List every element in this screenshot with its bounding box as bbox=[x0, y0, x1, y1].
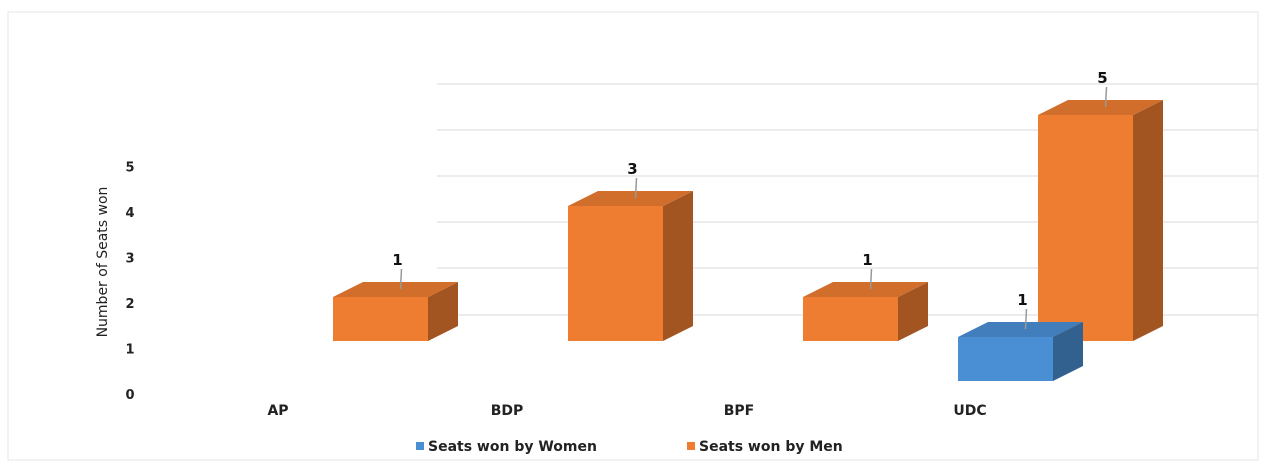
bar-men-UDC bbox=[1038, 100, 1163, 341]
y-tick-label: 2 bbox=[125, 297, 134, 312]
y-tick-label: 1 bbox=[125, 343, 134, 358]
y-tick-label: 5 bbox=[125, 161, 134, 176]
legend-item: Seats won by Men bbox=[687, 439, 843, 455]
y-axis-label: Number of Seats won bbox=[95, 187, 111, 338]
bar-men-BPF bbox=[803, 282, 928, 341]
legend-swatch bbox=[687, 442, 695, 450]
bar-men-BDP bbox=[568, 191, 693, 341]
x-tick-label: BDP bbox=[491, 403, 524, 419]
y-tick-label: 0 bbox=[125, 388, 134, 403]
y-tick-label: 4 bbox=[125, 206, 134, 221]
x-tick-label: BPF bbox=[724, 403, 755, 419]
bar-men-AP bbox=[333, 282, 458, 341]
legend-label: Seats won by Women bbox=[428, 439, 597, 455]
bar-women-UDC bbox=[958, 322, 1083, 381]
data-label: 1 bbox=[392, 251, 402, 269]
chart-frame bbox=[7, 11, 1259, 461]
data-label: 5 bbox=[1097, 69, 1107, 87]
data-label-leader bbox=[1104, 86, 1108, 108]
x-tick-label: UDC bbox=[953, 403, 986, 419]
data-label-leader bbox=[869, 268, 873, 290]
data-label-leader bbox=[634, 177, 638, 199]
legend-label: Seats won by Men bbox=[699, 439, 843, 455]
legend-item: Seats won by Women bbox=[416, 439, 597, 455]
x-tick-label: AP bbox=[267, 403, 288, 419]
data-label: 3 bbox=[627, 160, 637, 178]
y-tick-label: 3 bbox=[125, 252, 134, 267]
data-label: 1 bbox=[1017, 291, 1027, 309]
legend-swatch bbox=[416, 442, 424, 450]
data-label-leader bbox=[399, 268, 403, 290]
data-label: 1 bbox=[862, 251, 872, 269]
data-label-leader bbox=[1024, 308, 1028, 330]
